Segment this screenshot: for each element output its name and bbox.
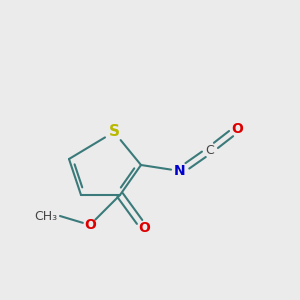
Text: N: N xyxy=(174,164,186,178)
Text: S: S xyxy=(109,124,119,140)
Text: C: C xyxy=(206,143,214,157)
Text: O: O xyxy=(231,122,243,136)
Text: CH₃: CH₃ xyxy=(34,209,57,223)
Text: O: O xyxy=(138,221,150,235)
Text: O: O xyxy=(84,218,96,232)
